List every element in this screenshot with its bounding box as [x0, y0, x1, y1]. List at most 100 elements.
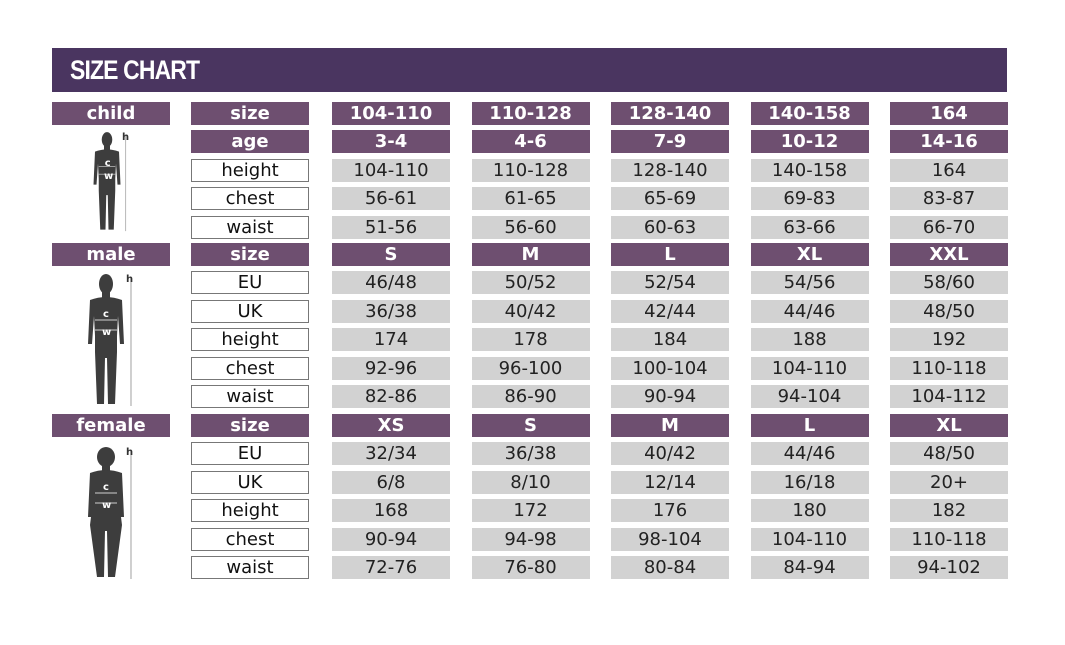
- table-cell: 96-100: [471, 356, 590, 380]
- figure-mark-c: c: [103, 309, 109, 320]
- table-cell: 100-104: [611, 356, 729, 380]
- figure-mark-h: h: [126, 274, 134, 285]
- table-cell: 104-110: [332, 158, 450, 182]
- table-cell: 110-128: [471, 158, 590, 182]
- figure-mark-h: h: [122, 132, 130, 143]
- column-header: 164: [890, 102, 1008, 125]
- table-cell: 90-94: [611, 385, 729, 408]
- table-cell: 110-118: [890, 356, 1008, 380]
- row-label: chest: [191, 187, 309, 211]
- column-header: XL: [890, 414, 1008, 437]
- table-cell: 56-60: [471, 215, 590, 239]
- table-cell: 60-63: [611, 215, 729, 239]
- column-header: L: [611, 243, 729, 266]
- table-cell: 176: [611, 499, 729, 523]
- table-cell: 66-70: [890, 215, 1008, 239]
- table-cell: 83-87: [890, 187, 1008, 211]
- table-cell: 80-84: [611, 556, 729, 579]
- table-cell: 36/38: [471, 442, 590, 466]
- figure-mark-c: c: [103, 482, 109, 493]
- column-header: 14-16: [890, 130, 1008, 154]
- table-cell: 188: [750, 328, 869, 352]
- row-label: chest: [191, 527, 309, 551]
- table-cell: 12/14: [611, 470, 729, 494]
- column-header: XL: [750, 243, 869, 266]
- row-label: UK: [191, 299, 309, 323]
- table-cell: 50/52: [471, 271, 590, 295]
- table-cell: 44/46: [750, 299, 869, 323]
- group-label-female: female: [52, 414, 170, 437]
- row-label: size: [191, 243, 309, 266]
- row-label: waist: [191, 215, 309, 239]
- column-header: 110-128: [471, 102, 590, 125]
- table-cell: 48/50: [890, 299, 1008, 323]
- table-cell: 65-69: [611, 187, 729, 211]
- column-header: 10-12: [750, 130, 869, 154]
- row-label: height: [191, 158, 309, 182]
- column-header: XS: [332, 414, 450, 437]
- table-cell: 52/54: [611, 271, 729, 295]
- page-title: SIZE CHART: [70, 55, 200, 85]
- table-cell: 128-140: [611, 158, 729, 182]
- table-cell: 94-98: [471, 527, 590, 551]
- column-header: 140-158: [750, 102, 869, 125]
- row-label: size: [191, 414, 309, 437]
- table-cell: 178: [471, 328, 590, 352]
- column-header: XXL: [890, 243, 1008, 266]
- figure-mark-c: c: [104, 157, 111, 169]
- table-cell: 44/46: [750, 442, 869, 466]
- figure-mark-h: h: [126, 447, 134, 458]
- row-label: age: [191, 130, 309, 154]
- table-cell: 63-66: [750, 215, 869, 239]
- column-header: 7-9: [611, 130, 729, 154]
- child-silhouette-icon: [93, 132, 127, 232]
- table-cell: 164: [890, 158, 1008, 182]
- group-label-male: male: [52, 243, 170, 266]
- row-label: chest: [191, 356, 309, 380]
- figure-mark-w: w: [104, 171, 114, 183]
- table-cell: 51-56: [332, 215, 450, 239]
- male-silhouette-icon: [88, 274, 132, 406]
- group-label-child: child: [52, 102, 170, 125]
- column-header: 3-4: [332, 130, 450, 154]
- table-cell: 110-118: [890, 527, 1008, 551]
- row-label: EU: [191, 442, 309, 466]
- row-label: height: [191, 499, 309, 523]
- table-cell: 54/56: [750, 271, 869, 295]
- table-cell: 69-83: [750, 187, 869, 211]
- table-cell: 140-158: [750, 158, 869, 182]
- column-header: 128-140: [611, 102, 729, 125]
- row-label: height: [191, 328, 309, 352]
- table-cell: 94-102: [890, 556, 1008, 579]
- table-cell: 104-110: [750, 356, 869, 380]
- row-label: waist: [191, 556, 309, 579]
- table-cell: 42/44: [611, 299, 729, 323]
- column-header: M: [611, 414, 729, 437]
- row-label: size: [191, 102, 309, 125]
- table-cell: 76-80: [471, 556, 590, 579]
- table-cell: 46/48: [332, 271, 450, 295]
- row-label: UK: [191, 470, 309, 494]
- table-cell: 168: [332, 499, 450, 523]
- table-cell: 8/10: [471, 470, 590, 494]
- table-cell: 184: [611, 328, 729, 352]
- table-cell: 192: [890, 328, 1008, 352]
- table-cell: 20+: [890, 470, 1008, 494]
- column-header: L: [750, 414, 869, 437]
- column-header: S: [471, 414, 590, 437]
- table-cell: 84-94: [750, 556, 869, 579]
- table-cell: 180: [750, 499, 869, 523]
- row-label: waist: [191, 385, 309, 408]
- figure-mark-w: w: [102, 327, 112, 338]
- column-header: M: [471, 243, 590, 266]
- table-cell: 58/60: [890, 271, 1008, 295]
- column-header: 104-110: [332, 102, 450, 125]
- table-cell: 104-110: [750, 527, 869, 551]
- title-bar: SIZE CHART: [52, 48, 1007, 92]
- column-header: 4-6: [471, 130, 590, 154]
- column-header: S: [332, 243, 450, 266]
- table-cell: 61-65: [471, 187, 590, 211]
- table-cell: 48/50: [890, 442, 1008, 466]
- table-cell: 32/34: [332, 442, 450, 466]
- figure-mark-w: w: [102, 500, 112, 511]
